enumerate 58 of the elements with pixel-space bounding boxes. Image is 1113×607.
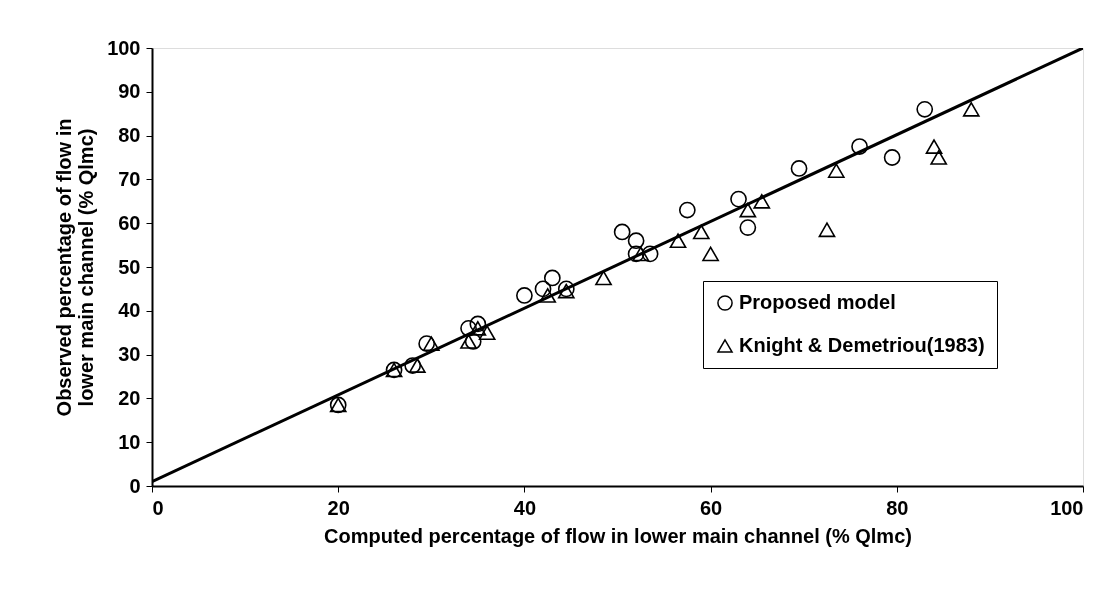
point [669, 233, 687, 249]
point [460, 319, 477, 337]
y-tick-label: 70 [118, 167, 141, 190]
point [422, 336, 440, 352]
point [595, 270, 612, 286]
y-tick-label: 30 [118, 343, 141, 366]
point [827, 163, 845, 179]
legend-label: Proposed model [739, 291, 896, 313]
y-tick-label: 0 [129, 474, 141, 497]
y-tick-label: 90 [118, 80, 141, 103]
point [627, 245, 645, 263]
point [516, 287, 533, 304]
point [916, 100, 934, 118]
point [883, 149, 901, 166]
y-tick-label: 20 [118, 386, 141, 409]
y-tick-label: 60 [118, 211, 141, 234]
legend-label: Knight & Demetriou(1983) [739, 334, 985, 356]
point [851, 138, 868, 155]
y-tick-label: 40 [118, 299, 141, 322]
point [469, 320, 487, 336]
point [543, 269, 561, 287]
y-tick-label: 100 [107, 36, 141, 59]
point [534, 280, 552, 298]
point [469, 315, 487, 333]
point [464, 333, 482, 350]
x-tick-label: 60 [699, 496, 723, 519]
point [404, 357, 422, 374]
point [641, 245, 659, 263]
x-tick-label: 40 [513, 496, 537, 519]
point [408, 358, 426, 373]
y-axis-title: Observed percentage of flow in lower main channel (% Qlmc) [53, 118, 98, 417]
point [692, 224, 710, 240]
point [613, 223, 631, 241]
point [925, 139, 943, 154]
point [702, 246, 719, 262]
point [790, 160, 808, 177]
y-tick-label: 80 [118, 124, 141, 147]
x-axis-title: Computed percentage of flow in lower main channel (% Qlmc) [324, 524, 912, 547]
point [632, 246, 650, 262]
point [930, 150, 948, 165]
point [753, 193, 771, 209]
point [478, 325, 496, 341]
point [739, 219, 757, 236]
y-tick-label: 50 [118, 255, 141, 278]
x-tick-label: 20 [327, 496, 350, 519]
point [962, 101, 980, 117]
x-tick-label: 0 [152, 496, 164, 519]
point [678, 201, 696, 219]
point [418, 335, 436, 353]
point [739, 202, 757, 218]
point [539, 288, 557, 303]
point [460, 334, 477, 349]
point [627, 232, 645, 250]
y-tick-label: 10 [118, 430, 141, 453]
point [818, 222, 836, 238]
x-tick-label: 100 [1050, 496, 1084, 519]
point [730, 190, 747, 208]
x-tick-label: 80 [886, 496, 909, 519]
